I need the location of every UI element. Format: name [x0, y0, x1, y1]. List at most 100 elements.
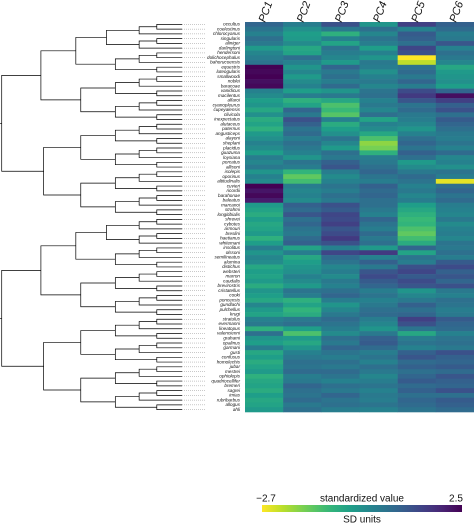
heatmap-cell	[283, 74, 321, 79]
heatmap-cell	[283, 360, 321, 365]
tree-branch	[139, 250, 182, 257]
heatmap-cell	[436, 350, 474, 355]
tree-branch	[139, 393, 182, 400]
tree-branch	[157, 219, 182, 224]
heatmap-cell	[436, 402, 474, 407]
colorbar-tick-label: 2.5	[449, 494, 463, 505]
tree-branch	[106, 30, 139, 44]
heatmap-cell	[245, 217, 283, 222]
heatmap-cell	[436, 32, 474, 37]
heatmap-cell	[245, 103, 283, 108]
tree-branch	[139, 274, 182, 281]
heatmap-cell	[283, 32, 321, 37]
tree-branch	[139, 127, 182, 134]
heatmap-cell	[398, 402, 436, 407]
heatmap-cell	[436, 79, 474, 84]
heatmap-cell	[245, 231, 283, 236]
heatmap-cell	[321, 383, 359, 388]
heatmap-cell	[321, 250, 359, 255]
heatmap-cell	[321, 326, 359, 331]
heatmap-cell	[360, 364, 398, 369]
heatmap-cell	[436, 160, 474, 165]
heatmap-cell	[436, 388, 474, 393]
heatmap-cell	[436, 103, 474, 108]
heatmap-cell	[398, 179, 436, 184]
heatmap-cell	[245, 379, 283, 384]
heatmap-cell	[283, 36, 321, 41]
heatmap-cell	[245, 193, 283, 198]
heatmap-cell	[398, 336, 436, 341]
heatmap-cell	[245, 198, 283, 203]
heatmap-cell	[321, 117, 359, 122]
heatmap-cell	[283, 160, 321, 165]
heatmap-cell	[360, 317, 398, 322]
heatmap-cell	[245, 369, 283, 374]
heatmap-cell	[360, 293, 398, 298]
heatmap-cell	[283, 355, 321, 360]
heatmap-cell	[436, 93, 474, 98]
heatmap-cell	[245, 184, 283, 189]
heatmap-cell	[436, 288, 474, 293]
heatmap-cell	[360, 383, 398, 388]
tree-branch	[157, 295, 182, 300]
heatmap-cell	[360, 398, 398, 403]
tree-branch	[157, 319, 182, 324]
heatmap-cell	[398, 131, 436, 136]
heatmap-cell	[360, 322, 398, 327]
heatmap-cell	[436, 27, 474, 32]
heatmap-cell	[283, 341, 321, 346]
heatmap-cell	[360, 331, 398, 336]
heatmap-cell	[360, 169, 398, 174]
heatmap-cell	[360, 246, 398, 251]
heatmap-cell	[321, 36, 359, 41]
heatmap-cell	[283, 60, 321, 65]
heatmap-cell	[360, 127, 398, 132]
heatmap-cell	[360, 27, 398, 32]
heatmap-cell	[283, 193, 321, 198]
heatmap-cell	[398, 103, 436, 108]
heatmap-cell	[436, 193, 474, 198]
heatmap-cell	[321, 317, 359, 322]
tree-branch	[139, 79, 182, 86]
tree-branch	[157, 24, 182, 29]
heatmap-cell	[436, 89, 474, 94]
heatmap-cell	[245, 146, 283, 151]
heatmap-cell	[321, 217, 359, 222]
heatmap-cell	[398, 84, 436, 89]
heatmap-cell	[283, 265, 321, 270]
heatmap-cell	[321, 65, 359, 70]
heatmap-cell	[321, 127, 359, 132]
heatmap-cell	[245, 293, 283, 298]
heatmap-cell	[321, 312, 359, 317]
tree-branch	[139, 55, 182, 62]
heatmap-cell	[436, 127, 474, 132]
heatmap-cell	[283, 369, 321, 374]
heatmap-cell	[398, 93, 436, 98]
heatmap-cell	[398, 141, 436, 146]
heatmap-cell	[245, 398, 283, 403]
heatmap-cell	[321, 146, 359, 151]
heatmap-cell	[245, 32, 283, 37]
heatmap-cell	[245, 93, 283, 98]
heatmap-cell	[321, 345, 359, 350]
tree-branch	[76, 232, 116, 259]
heatmap-cell	[321, 74, 359, 79]
tree-branch	[157, 286, 182, 291]
heatmap-cell	[321, 112, 359, 117]
heatmap-cell	[283, 203, 321, 208]
heatmap-cell	[245, 79, 283, 84]
heatmap-cell	[360, 131, 398, 136]
heatmap-cell	[436, 169, 474, 174]
heatmap-cell	[398, 117, 436, 122]
heatmap-cell	[436, 51, 474, 56]
heatmap-cell	[283, 117, 321, 122]
tree-branch	[157, 343, 182, 348]
tree-branch	[157, 367, 182, 372]
tree-branch	[115, 397, 156, 408]
heatmap-cell	[321, 279, 359, 284]
heatmap-cell	[245, 274, 283, 279]
heatmap-cell	[398, 374, 436, 379]
heatmap-cell	[398, 312, 436, 317]
heatmap-cell	[283, 112, 321, 117]
